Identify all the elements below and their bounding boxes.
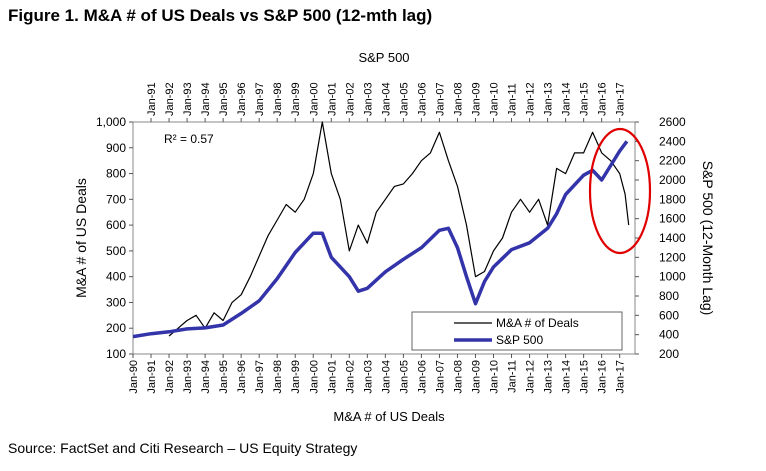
y-axis-title: M&A # of US Deals [73, 178, 89, 298]
y2-tick-label: 200 [659, 347, 679, 361]
sp500-line [132, 140, 629, 339]
x2-tick-label: Jan-07 [434, 82, 446, 116]
y-tick-label: 200 [106, 321, 126, 335]
highlight-ellipse [588, 127, 652, 255]
y-tick-label: 300 [106, 295, 126, 309]
x-tick-label: Jan-97 [254, 360, 266, 394]
x2-tick-label: Jan-10 [489, 82, 501, 116]
y2-tick-label: 800 [659, 289, 679, 303]
x2-tick-label: Jan-04 [380, 82, 392, 116]
x-tick-label: Jan-06 [416, 360, 428, 394]
x-tick-label: Jan-01 [326, 360, 338, 394]
x-tick-label: Jan-90 [128, 360, 140, 394]
x-tick-label: Jan-16 [597, 360, 609, 394]
y2-tick-label: 1400 [659, 231, 686, 245]
y2-tick-label: 2000 [659, 173, 686, 187]
x2-tick-label: Jan-95 [218, 82, 230, 116]
x-tick-label: Jan-17 [615, 360, 627, 394]
x-tick-label: Jan-08 [452, 360, 464, 394]
x-tick-label: Jan-94 [200, 360, 212, 394]
y-tick-label: 400 [106, 270, 126, 284]
legend-label-sp500: S&P 500 [496, 333, 543, 347]
r-squared-annotation: R² = 0.57 [164, 132, 214, 146]
x2-tick-label: Jan-03 [362, 82, 374, 116]
y-tick-label: 1,000 [96, 115, 126, 129]
x-tick-label: Jan-02 [344, 360, 356, 394]
source-note: Source: FactSet and Citi Research – US E… [8, 440, 358, 456]
x2-tick-label: Jan-15 [579, 82, 591, 116]
x-tick-label: Jan-10 [489, 360, 501, 394]
x2-tick-label: Jan-14 [561, 82, 573, 116]
x2-tick-label: Jan-16 [597, 82, 609, 116]
top-axis-title: S&P 500 [358, 50, 409, 65]
y2-tick-label: 400 [659, 328, 679, 342]
x-tick-label: Jan-09 [470, 360, 482, 394]
x-tick-label: Jan-00 [308, 360, 320, 394]
legend-label-ma-deals: M&A # of Deals [496, 316, 579, 330]
x-tick-label: Jan-07 [434, 360, 446, 394]
y-tick-label: 800 [106, 167, 126, 181]
x2-tick-label: Jan-17 [615, 82, 627, 116]
x2-tick-label: Jan-08 [452, 82, 464, 116]
y2-tick-label: 2600 [659, 115, 686, 129]
x2-tick-label: Jan-99 [290, 82, 302, 116]
x2-tick-label: Jan-93 [182, 82, 194, 116]
x2-tick-label: Jan-11 [507, 83, 519, 116]
figure-title: Figure 1. M&A # of US Deals vs S&P 500 (… [8, 6, 433, 25]
x2-tick-label: Jan-94 [200, 82, 212, 116]
x-tick-label: Jan-04 [380, 360, 392, 394]
ma-deals-line [168, 121, 630, 337]
x-tick-label: Jan-99 [290, 360, 302, 394]
x-tick-label: Jan-92 [164, 360, 176, 394]
x2-tick-label: Jan-01 [326, 82, 338, 116]
x2-tick-label: Jan-06 [416, 82, 428, 116]
y2-tick-label: 1200 [659, 250, 686, 264]
x2-tick-label: Jan-05 [398, 82, 410, 116]
x-tick-label: Jan-93 [182, 360, 194, 394]
x2-tick-label: Jan-96 [236, 82, 248, 116]
x2-tick-label: Jan-13 [543, 82, 555, 116]
y-tick-label: 600 [106, 218, 126, 232]
x2-tick-label: Jan-02 [344, 82, 356, 116]
legend-box [411, 311, 623, 351]
x2-tick-label: Jan-98 [272, 82, 284, 116]
x-tick-label: Jan-14 [561, 360, 573, 394]
x-tick-label: Jan-15 [579, 360, 591, 394]
y2-tick-label: 2200 [659, 154, 686, 168]
x-axis-title: M&A # of US Deals [333, 409, 445, 424]
x2-tick-label: Jan-97 [254, 82, 266, 116]
x-tick-label: Jan-03 [362, 360, 374, 394]
x-tick-label: Jan-95 [218, 360, 230, 394]
y2-axis-title: S&P 500 (12-Month Lag) [700, 161, 716, 316]
y-tick-label: 100 [106, 347, 126, 361]
x-tick-label: Jan-96 [236, 360, 248, 394]
y2-tick-label: 1000 [659, 270, 686, 284]
x-tick-label: Jan-12 [525, 360, 537, 394]
x-tick-label: Jan-91 [146, 360, 158, 394]
y-tick-label: 500 [106, 244, 126, 258]
x2-tick-label: Jan-09 [470, 82, 482, 116]
y2-tick-label: 2400 [659, 134, 686, 148]
x-tick-label: Jan-98 [272, 360, 284, 394]
y2-tick-label: 1600 [659, 212, 686, 226]
x-tick-label: Jan-05 [398, 360, 410, 394]
y-tick-label: 700 [106, 192, 126, 206]
y-tick-label: 900 [106, 141, 126, 155]
x-tick-label: Jan-13 [543, 360, 555, 394]
x2-tick-label: Jan-00 [308, 82, 320, 116]
x2-tick-label: Jan-92 [164, 82, 176, 116]
y2-tick-label: 1800 [659, 192, 686, 206]
x2-tick-label: Jan-12 [525, 82, 537, 116]
y2-tick-label: 600 [659, 308, 679, 322]
x-tick-label: Jan-11 [507, 360, 519, 393]
x2-tick-label: Jan-91 [146, 82, 158, 116]
